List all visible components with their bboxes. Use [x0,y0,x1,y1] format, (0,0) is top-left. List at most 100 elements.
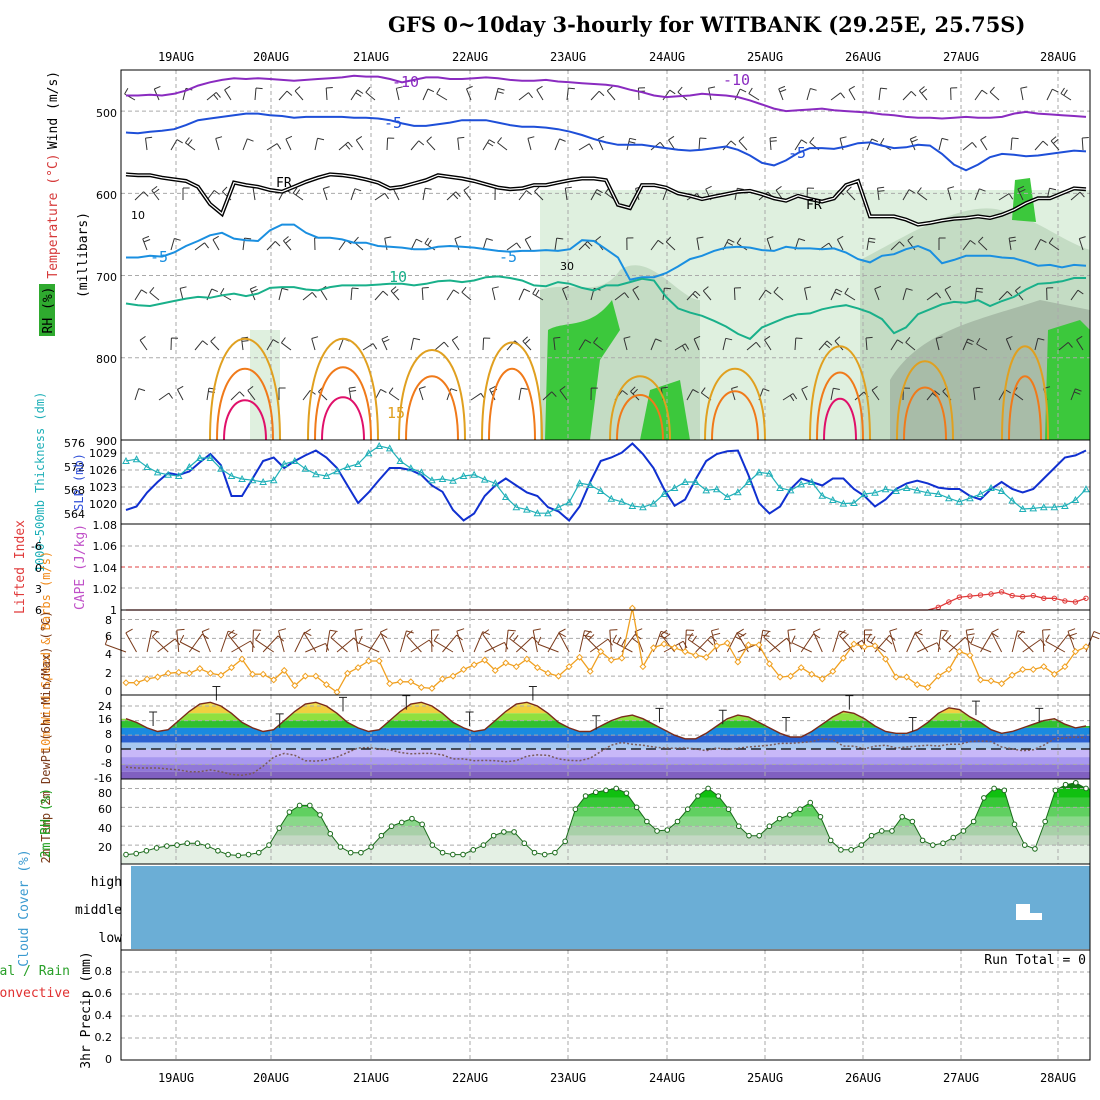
lifted-index-marker [977,592,984,598]
rh-marker [950,834,957,841]
rh-marker [1011,821,1018,828]
rh-marker [255,849,262,856]
wind-barb [650,338,662,351]
wind-barb [974,188,986,201]
wind-barb [350,287,359,301]
thickness-marker [923,488,932,496]
thickness-marker [238,474,246,482]
thickness-marker [333,467,341,475]
warm-isotherm [903,386,947,441]
wind-speed-marker [396,678,404,686]
wind-barb [698,137,707,151]
wind-barbs [124,85,1089,402]
rh-marker [613,785,620,792]
temperature-contours [125,74,1087,441]
wind-barb [844,287,856,301]
cloud-level-label: middle [75,903,122,918]
wind-speed-marker [322,681,330,689]
wind-speed-marker [481,656,489,664]
wind-barb [623,336,631,351]
wind-barb [536,85,544,101]
wind-speed-marker [713,642,721,650]
thickness-marker [881,485,890,493]
wind-speed-marker [871,642,879,650]
panel-border [120,949,1091,1061]
rh-marker [388,823,395,830]
cloud-level-label: low [99,931,123,946]
lifted-index-marker [1051,595,1058,601]
wind-barb [1050,136,1060,151]
rh-marker [725,806,732,813]
warm-isotherm [216,367,274,441]
isotherm-minus5 [125,112,1087,172]
wind-barb [686,389,699,401]
wind-barb [381,335,390,351]
wind-barb [506,242,522,251]
wind-barb [578,241,593,251]
grid [121,779,1090,864]
wind-barb [970,636,992,653]
rh-band [121,788,1090,798]
thickness-marker [217,464,225,472]
rh-marker [695,793,701,799]
rh-marker [919,837,926,844]
wind-speed-marker [344,669,352,677]
rh-band [121,797,1090,808]
wind-speed-marker [776,673,784,681]
wind-barb [1008,236,1017,251]
isotherm-5 [126,223,1087,281]
wind-barbs [104,628,1100,653]
wind-barb [937,629,949,653]
wind-barb [358,635,380,653]
date-label: 25AUG [747,1071,783,1085]
rh-marker [153,845,160,851]
wind-barb [146,630,160,653]
wind-barb [839,629,855,653]
wind-speed-marker [744,641,752,649]
wind-barb [461,286,472,301]
thickness-marker [1082,485,1090,493]
wind-speed-marker [607,656,615,664]
y-axis-label: Cloud Cover (%) [17,849,32,966]
warm-isotherm [488,367,536,441]
series [122,441,1090,522]
max-temp-bar [908,717,917,732]
wind-barb [305,642,330,653]
wind-barb [866,138,878,151]
wind-barb [188,633,209,653]
wind-barb [973,386,981,401]
thickness-marker [702,486,711,494]
max-temp-bar [402,695,411,710]
lifted-index-marker [1083,595,1089,601]
rh-marker [409,815,415,822]
rh-marker [521,840,528,847]
contour-label: -5 [788,144,806,162]
thickness-marker [512,503,521,511]
max-temp-bar [212,685,221,701]
thickness-marker [1039,503,1048,511]
rh-marker [133,850,140,857]
max-temp-bar [149,711,158,727]
y-tick-label: 40 [98,822,112,835]
wind-barb [436,87,448,101]
wind-barb [482,337,491,351]
wind-barb [1076,335,1084,351]
rh-marker [644,818,650,825]
rh-marker [541,851,548,858]
wind-barb [254,87,263,101]
rh-green-area [1045,320,1090,440]
wind-barb [976,338,988,351]
wind-speed-marker [206,669,214,677]
wind-barb [1046,88,1059,101]
thickness-marker [575,479,584,487]
rh-marker [266,842,272,848]
max-temp-bar [338,696,347,712]
wind-barb [917,187,928,201]
thickness-marker [712,485,721,493]
contour-label: FR [806,198,822,213]
thickness-marker [164,470,173,478]
y-tick-label: 8 [105,614,112,627]
wind-barb [974,287,984,301]
temperature-band [121,713,1090,721]
y-tick-label: 572 [64,461,85,474]
